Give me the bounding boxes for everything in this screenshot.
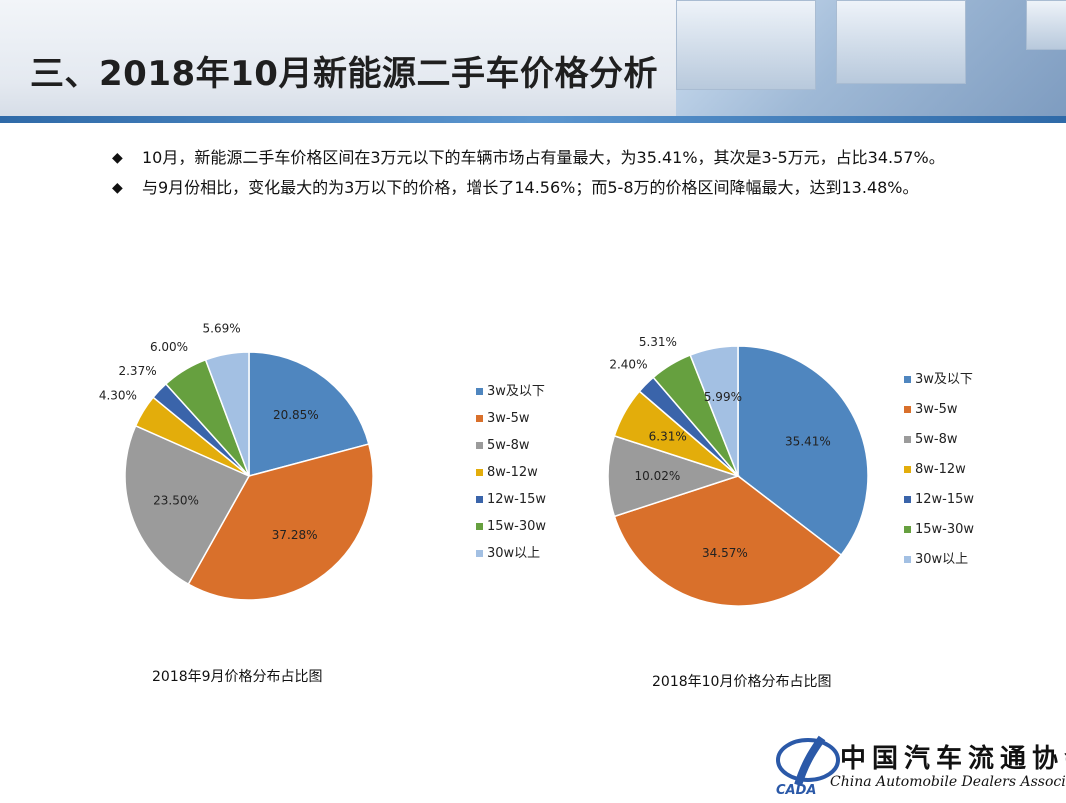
bullet-text: 10月，新能源二手车价格区间在3万元以下的车辆市场占有量最大，为35.41%，其…: [142, 148, 945, 167]
legend-label-0-0: 3w及以下: [487, 384, 545, 399]
decor-cube: [676, 0, 816, 90]
legend-swatch-0-5: [476, 523, 483, 530]
legend-swatch-0-6: [476, 550, 483, 557]
pie-data-label-0-0: 20.85%: [273, 408, 319, 422]
legend-label-1-2: 5w-8w: [915, 432, 958, 447]
pie-data-label-0-5: 6.00%: [150, 340, 188, 354]
legend-swatch-1-3: [904, 466, 911, 473]
legend-label-1-3: 8w-12w: [915, 462, 966, 477]
pie-data-label-0-2: 23.50%: [153, 493, 199, 507]
pie-data-label-1-5: 5.31%: [639, 335, 677, 349]
header-banner: 三、2018年10月新能源二手车价格分析: [0, 0, 1066, 118]
pie-data-label-1-2: 10.02%: [635, 469, 681, 483]
legend-label-0-3: 8w-12w: [487, 465, 538, 480]
pie-data-label-1-0: 35.41%: [785, 434, 831, 448]
decor-cube: [836, 0, 966, 84]
pie-slice-0-0: [248, 351, 370, 477]
pie-slice-1-6: [689, 345, 739, 477]
legend-swatch-0-2: [476, 442, 483, 449]
legend-label-0-1: 3w-5w: [487, 411, 530, 426]
legend-label-1-0: 3w及以下: [915, 372, 973, 387]
logo-cn-text: 中国汽车流通协会: [840, 744, 1066, 774]
legend-swatch-0-0: [476, 388, 483, 395]
pie-data-label-0-3: 4.30%: [99, 388, 137, 402]
logo-en-text: China Automobile Dealers Association: [830, 774, 1066, 790]
pie-data-label-1-3: 6.31%: [649, 430, 687, 444]
bullet-item: ◆ 与9月份相比，变化最大的为3万以下的价格，增长了14.56%；而5-8万的价…: [112, 173, 972, 203]
legend-swatch-1-5: [904, 526, 911, 533]
chart-caption-sep: 2018年9月价格分布占比图: [152, 669, 323, 685]
pie-data-label-1-1: 34.57%: [702, 546, 748, 560]
page-title: 三、2018年10月新能源二手车价格分析: [30, 54, 658, 94]
header-divider: [0, 116, 1066, 123]
cada-logo: CADA 中国汽车流通协会 China Automobile Dealers A…: [770, 730, 1066, 803]
pie-slice-0-1: [187, 443, 374, 601]
legend-swatch-1-6: [904, 556, 911, 563]
diamond-icon: ◆: [112, 180, 123, 196]
pie-slice-0-2: [124, 424, 251, 586]
header-decoration: [676, 0, 1066, 118]
legend-swatch-1-0: [904, 376, 911, 383]
legend-label-1-1: 3w-5w: [915, 402, 958, 417]
legend-label-0-4: 12w-15w: [487, 492, 546, 507]
cada-emblem-icon: CADA: [776, 735, 840, 798]
pie-slice-1-2: [607, 434, 741, 518]
pie-data-label-0-4: 2.37%: [118, 364, 156, 378]
pie-data-label-0-6: 5.69%: [203, 321, 241, 335]
legend-label-1-6: 30w以上: [915, 552, 968, 567]
logo-mark-text: CADA: [776, 783, 816, 798]
legend-label-1-5: 15w-30w: [915, 522, 974, 537]
legend-swatch-0-1: [476, 415, 483, 422]
legend-swatch-0-3: [476, 469, 483, 476]
pie-data-label-0-1: 37.28%: [272, 528, 318, 542]
legend-swatch-1-1: [904, 406, 911, 413]
legend-label-1-4: 12w-15w: [915, 492, 974, 507]
bullet-text: 与9月份相比，变化最大的为3万以下的价格，增长了14.56%；而5-8万的价格区…: [142, 178, 919, 197]
pie-slice-1-0: [737, 345, 869, 557]
legend-label-0-2: 5w-8w: [487, 438, 530, 453]
pie-data-label-1-6: 5.99%: [704, 390, 742, 404]
diamond-icon: ◆: [112, 150, 123, 166]
legend-swatch-1-4: [904, 496, 911, 503]
pie-slice-1-1: [613, 475, 843, 607]
bullet-list: ◆ 10月，新能源二手车价格区间在3万元以下的车辆市场占有量最大，为35.41%…: [112, 143, 972, 203]
pie-slice-0-6: [204, 351, 250, 477]
legend-label-0-5: 15w-30w: [487, 519, 546, 534]
chart-caption-oct: 2018年10月价格分布占比图: [652, 674, 832, 690]
legend-swatch-0-4: [476, 496, 483, 503]
bullet-item: ◆ 10月，新能源二手车价格区间在3万元以下的车辆市场占有量最大，为35.41%…: [112, 143, 972, 173]
legend-swatch-1-2: [904, 436, 911, 443]
pie-data-label-1-4: 2.40%: [609, 358, 647, 372]
legend-label-0-6: 30w以上: [487, 546, 540, 561]
decor-cube: [1026, 0, 1066, 50]
